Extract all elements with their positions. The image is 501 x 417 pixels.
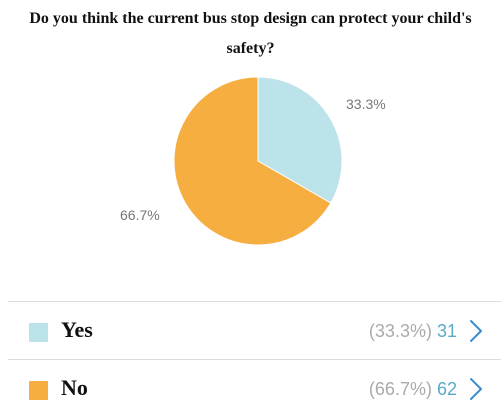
pie-slice-yes [257,76,343,204]
chevron-right-icon[interactable] [469,377,483,401]
chart-title: Do you think the current bus stop design… [29,10,472,57]
legend-percent-yes: (33.3%) [368,321,432,341]
chevron-right-icon[interactable] [469,319,483,343]
pie-label-yes: 33.3% [346,96,386,112]
legend-count-yes: 31 [436,321,457,341]
legend-swatch-no [29,381,48,400]
legend-count-no: 62 [436,379,457,399]
legend-divider-middle [8,359,501,360]
legend-stats-no: (66.7%) 62 [369,375,457,403]
pie-chart: 33.3% 66.7% [120,76,386,246]
legend-divider-top [8,301,501,302]
legend-swatch-yes [29,323,48,342]
pie-slice-no [173,76,332,246]
legend-percent-no: (66.7%) [368,379,432,399]
legend-row-no[interactable]: No (66.7%) 62 [0,361,501,417]
legend-row-yes[interactable]: Yes (33.3%) 31 [0,303,501,359]
legend-stats-yes: (33.3%) 31 [369,317,457,345]
pie-label-no: 66.7% [120,207,160,223]
legend-label-yes: Yes [61,317,93,342]
legend-label-no: No [61,375,88,400]
